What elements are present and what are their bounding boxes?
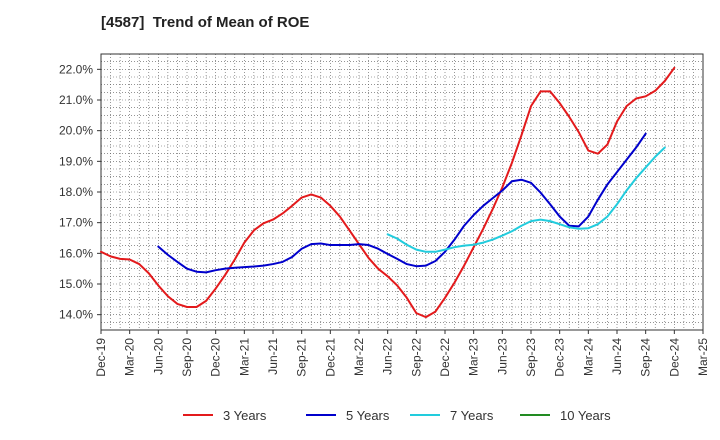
x-tick-label: Sep-23: [524, 338, 538, 377]
series-line-5-years: [157, 132, 647, 274]
legend-label: 3 Years: [223, 408, 267, 423]
x-tick-label: Sep-24: [639, 338, 653, 377]
x-tick-label: Mar-25: [696, 338, 710, 376]
chart-title: [4587] Trend of Mean of ROE: [101, 14, 310, 31]
series-line-7-years: [386, 146, 666, 253]
legend: 3 Years 5 Years 7 Years 10 Years: [183, 408, 611, 423]
x-tick-label: Sep-21: [295, 338, 309, 377]
series-line-3-years: [100, 66, 676, 319]
x-tick-label: Dec-22: [438, 338, 452, 377]
x-tick-label: Sep-20: [180, 338, 194, 377]
x-tick-label: Mar-22: [352, 338, 366, 376]
y-tick-label: 14.0%: [59, 308, 93, 322]
x-tick-label: Jun-24: [610, 338, 624, 375]
x-tick-label: Dec-19: [94, 338, 108, 377]
y-tick-label: 22.0%: [59, 62, 93, 76]
x-tick-label: Jun-22: [381, 338, 395, 375]
y-tick-label: 15.0%: [59, 277, 93, 291]
axes: 14.0% 15.0% 16.0% 17.0% 18.0% 19.0% 20.0% 21.0%…: [59, 53, 710, 377]
y-tick-label: 21.0%: [59, 93, 93, 107]
x-tick-label: Mar-21: [237, 338, 251, 376]
x-tick-label: Jun-21: [266, 338, 280, 375]
x-tick-label: Jun-23: [495, 338, 509, 375]
y-tick-label: 16.0%: [59, 246, 93, 260]
x-tick-label: Jun-20: [151, 338, 165, 375]
x-tick-label: Dec-20: [209, 338, 223, 377]
legend-label: 10 Years: [560, 408, 611, 423]
x-tick-label: Dec-21: [323, 338, 337, 377]
x-tick-label: Sep-22: [409, 338, 423, 377]
x-tick-label: Mar-23: [467, 338, 481, 376]
x-tick-label: Dec-23: [553, 338, 567, 377]
grid: [100, 53, 704, 331]
y-tick-label: 20.0%: [59, 124, 93, 138]
x-tick-label: Mar-24: [581, 338, 595, 376]
y-tick-label: 19.0%: [59, 154, 93, 168]
x-tick-label: Dec-24: [667, 338, 681, 377]
y-tick-label: 17.0%: [59, 216, 93, 230]
y-tick-label: 18.0%: [59, 185, 93, 199]
legend-label: 7 Years: [450, 408, 494, 423]
x-tick-label: Mar-20: [123, 338, 137, 376]
series-lines: [100, 66, 676, 319]
legend-label: 5 Years: [346, 408, 390, 423]
